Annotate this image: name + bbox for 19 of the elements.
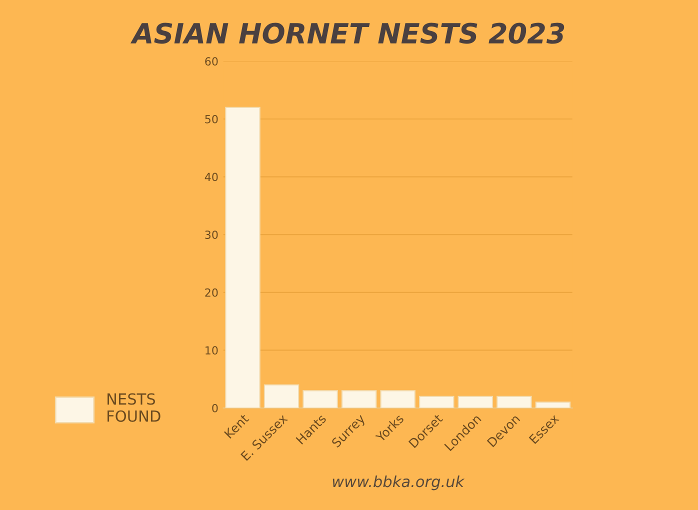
bar bbox=[380, 390, 416, 408]
y-tick-label: 10 bbox=[206, 346, 218, 355]
y-tick-label: 20 bbox=[205, 288, 218, 297]
bar bbox=[535, 402, 571, 408]
y-tick-label: 0 bbox=[212, 404, 218, 412]
bar bbox=[302, 390, 338, 408]
chart-title: ASIAN HORNET NESTS 2023 bbox=[130, 22, 564, 44]
y-tick-label: 40 bbox=[204, 172, 218, 182]
y-tick-label: 50 bbox=[205, 114, 218, 124]
legend-label: NESTS FOUND bbox=[108, 393, 160, 422]
y-tick-label: 60 bbox=[205, 57, 218, 66]
bar bbox=[341, 390, 377, 408]
bar bbox=[225, 106, 260, 408]
text: www.bbka.org.uk bbox=[332, 475, 465, 490]
bar bbox=[458, 396, 494, 408]
bar bbox=[264, 384, 300, 408]
y-tick-label: 30 bbox=[205, 230, 218, 239]
bar bbox=[419, 396, 454, 408]
bar bbox=[496, 396, 532, 408]
